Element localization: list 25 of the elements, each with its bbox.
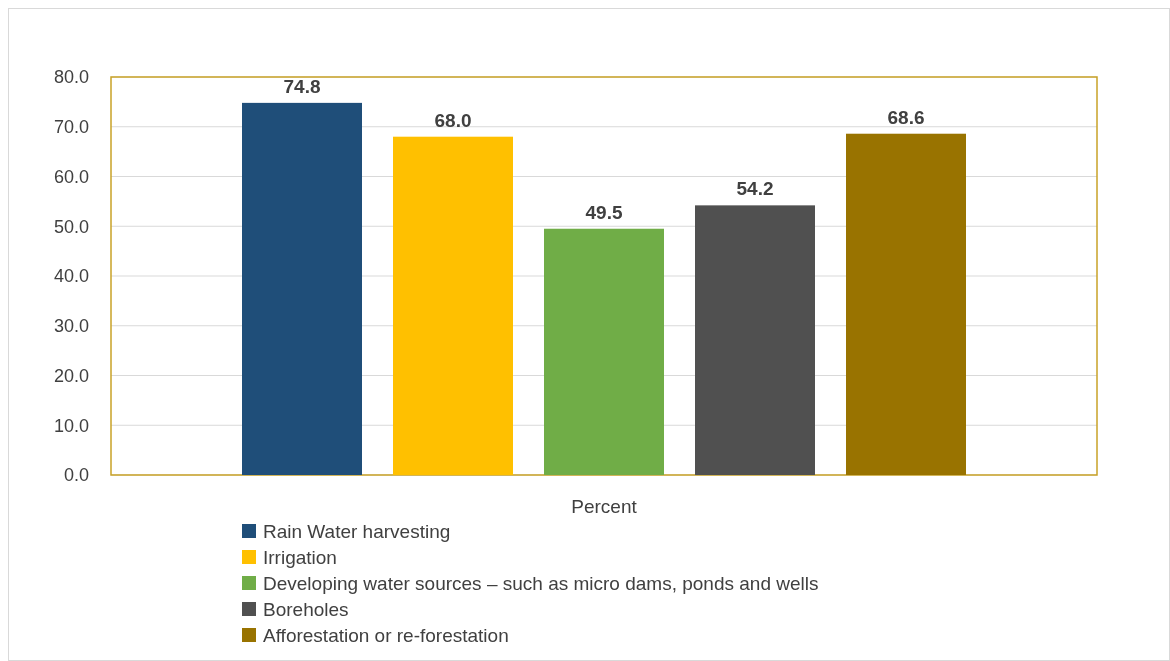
y-tick-label: 0.0	[63, 465, 89, 486]
data-label: 74.8	[283, 75, 321, 97]
y-tick-label: 60.0	[53, 166, 89, 187]
data-label: 49.5	[585, 201, 623, 223]
legend-label: Rain Water harvesting	[263, 520, 451, 542]
bar	[393, 136, 513, 475]
y-tick-label: 20.0	[53, 365, 89, 386]
y-tick-label: 70.0	[53, 117, 89, 138]
bar	[544, 228, 664, 475]
legend-label: Afforestation or re-forestation	[263, 624, 509, 646]
y-tick-label: 30.0	[53, 316, 89, 337]
y-tick-label: 80.0	[53, 67, 89, 88]
bar	[695, 205, 815, 475]
x-axis-title: Percent	[571, 496, 638, 517]
legend-label: Boreholes	[263, 598, 349, 620]
data-label: 54.2	[736, 178, 774, 200]
bar	[242, 102, 362, 475]
y-tick-label: 40.0	[53, 266, 89, 287]
legend-label: Irrigation	[263, 546, 337, 568]
data-label: 68.0	[434, 109, 472, 131]
data-label: 68.6	[887, 106, 925, 128]
y-tick-label: 50.0	[53, 216, 89, 237]
legend-label: Developing water sources – such as micro dams, ponds and wells	[263, 572, 819, 594]
bar	[846, 133, 966, 475]
y-tick-label: 10.0	[53, 415, 89, 436]
